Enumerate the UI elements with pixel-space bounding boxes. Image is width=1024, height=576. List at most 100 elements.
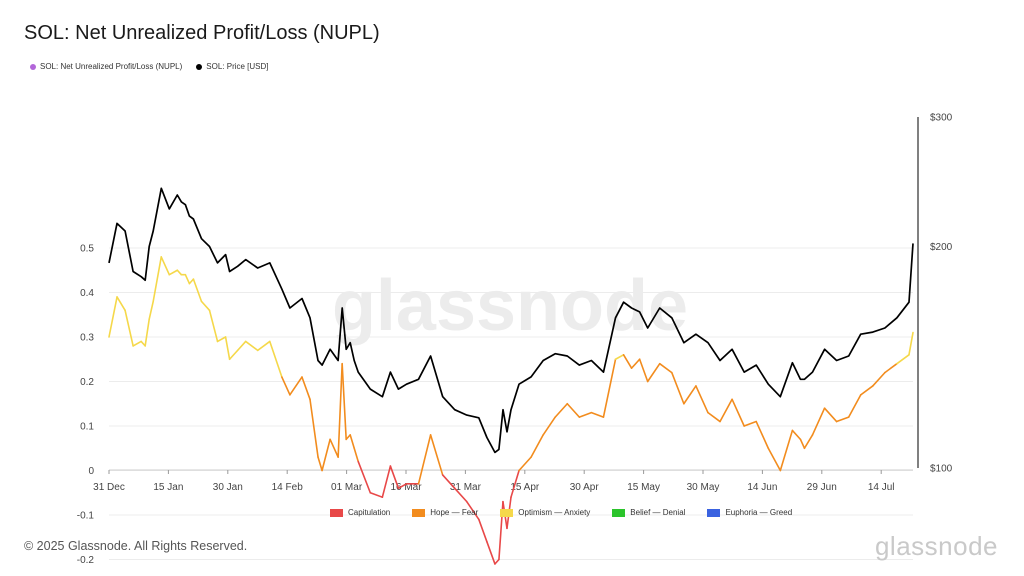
nupl-segment — [353, 447, 360, 463]
nupl-segment — [184, 273, 191, 285]
nupl-segment — [236, 340, 247, 352]
zone-legend-hope-fear[interactable]: Hope — Fear — [412, 508, 478, 517]
zone-legend-capitulation[interactable]: Capitulation — [330, 508, 390, 517]
zone-label-capitulation: Capitulation — [348, 508, 391, 517]
x-tick-label: 01 Mar — [331, 482, 363, 493]
nupl-segment — [670, 371, 685, 405]
y-tick-label: 0 — [88, 466, 94, 477]
zone-swatch-hope-fear — [412, 508, 426, 517]
nupl-segment — [803, 434, 814, 450]
zone-swatch-belief-denial — [612, 508, 626, 517]
nupl-segment — [566, 402, 581, 418]
y-tick-label: -0.2 — [77, 555, 95, 566]
nupl-segment — [176, 269, 183, 276]
nupl-segment — [108, 296, 118, 338]
x-tick-label: 30 Jan — [213, 482, 243, 493]
nupl-segment — [389, 465, 400, 490]
x-axis: 31 Dec 15 Jan 30 Jan 14 Feb 01 Mar 16 Mar 31 M… — [93, 469, 913, 493]
nupl-segment — [357, 460, 372, 494]
nupl-segment — [429, 434, 444, 476]
nupl-series — [108, 256, 914, 565]
nupl-segment — [779, 429, 794, 472]
nupl-segment — [397, 483, 408, 490]
nupl-segment — [731, 398, 745, 427]
nupl-segment — [116, 296, 126, 312]
nupl-segment — [896, 353, 910, 365]
zone-legend: Capitulation Hope — Fear Optimism — Anxi… — [330, 508, 792, 517]
nupl-segment — [494, 558, 500, 565]
nupl-segment — [268, 340, 283, 378]
nupl-segment — [847, 394, 862, 418]
nupl-segment — [884, 362, 898, 374]
y-tick-label: 0.4 — [80, 288, 94, 299]
zone-legend-euphoria-greed[interactable]: Euphoria — Greed — [707, 508, 792, 517]
price-line — [108, 187, 914, 454]
nupl-segment — [614, 353, 625, 361]
x-tick-label: 31 Mar — [450, 482, 482, 493]
nupl-segment — [695, 385, 709, 414]
price-series — [108, 187, 914, 454]
y-tick-label: 0.3 — [80, 333, 94, 344]
nupl-segment — [622, 353, 633, 369]
zone-label-euphoria-greed: Euphoria — Greed — [725, 508, 793, 517]
nupl-segment — [908, 331, 914, 356]
x-tick-label: 15 Jan — [153, 482, 183, 493]
zone-swatch-optimism-anxiety — [500, 508, 514, 517]
x-tick-label: 29 Jun — [807, 482, 837, 493]
nupl-segment — [859, 385, 874, 396]
nupl-segment — [160, 256, 171, 276]
nupl-segment — [453, 487, 468, 503]
nupl-segment — [755, 420, 770, 450]
nupl-segment — [646, 362, 661, 383]
copyright-text: © 2025 Glassnode. All Rights Reserved. — [24, 539, 248, 553]
nupl-segment — [823, 407, 838, 423]
nupl-segment — [289, 376, 303, 396]
nupl-segment — [301, 376, 311, 401]
nupl-segment — [321, 438, 331, 472]
series-legend: SOL: Net Unrealized Profit/Loss (NUPL) S… — [30, 62, 269, 71]
nupl-segment — [192, 278, 203, 303]
nupl-segment — [317, 456, 323, 472]
nupl-segment — [791, 429, 802, 441]
glassnode-logo[interactable]: glassnode — [874, 531, 998, 561]
y-right-tick-label: $200 — [930, 242, 953, 253]
zone-legend-belief-denial[interactable]: Belief — Denial — [612, 508, 685, 517]
x-tick-label: 14 Feb — [272, 482, 304, 493]
nupl-segment — [244, 340, 259, 352]
y-right-tick-label: $100 — [930, 464, 953, 475]
nupl-segment — [132, 340, 142, 347]
legend-dot-price — [196, 63, 203, 70]
zone-label-optimism-anxiety: Optimism — Anxiety — [518, 508, 591, 517]
nupl-segment — [811, 407, 826, 436]
nupl-segment — [799, 438, 806, 450]
legend-item-price[interactable]: SOL: Price [USD] — [196, 62, 269, 71]
nupl-segment — [281, 376, 291, 396]
y-right-tick-label: $300 — [930, 113, 953, 124]
nupl-segment — [602, 358, 617, 418]
y-tick-label: 0.2 — [80, 377, 94, 388]
nupl-segment — [518, 456, 532, 472]
nupl-segment — [638, 358, 649, 383]
y-tick-label: -0.1 — [77, 511, 95, 522]
nupl-segment — [216, 336, 227, 343]
nupl-segment — [341, 362, 347, 441]
legend-item-nupl[interactable]: SOL: Net Unrealized Profit/Loss (NUPL) — [30, 62, 182, 71]
nupl-segment — [124, 309, 134, 347]
nupl-segment — [144, 318, 150, 347]
legend-dot-nupl — [30, 63, 36, 70]
nupl-segment — [337, 362, 343, 458]
nupl-segment — [224, 336, 231, 361]
y-axis-right: $100 $200 $300 — [917, 113, 953, 475]
nupl-segment — [148, 300, 155, 321]
legend-label-price: SOL: Price [USD] — [206, 62, 269, 71]
zone-legend-optimism-anxiety[interactable]: Optimism — Anxiety — [500, 508, 590, 517]
x-tick-label: 31 Dec — [93, 482, 125, 493]
x-tick-label: 15 Apr — [510, 482, 540, 493]
nupl-segment — [381, 465, 392, 499]
nupl-segment — [200, 300, 211, 312]
nupl-segment — [554, 402, 569, 418]
x-tick-label: 14 Jul — [868, 482, 895, 493]
nupl-segment — [510, 469, 520, 499]
x-tick-label: 30 May — [687, 482, 720, 493]
